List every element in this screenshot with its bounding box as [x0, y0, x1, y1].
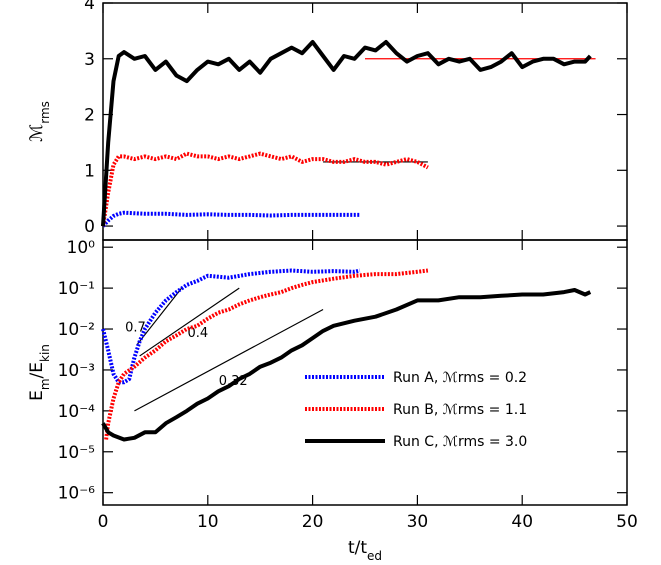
label-part: E — [27, 390, 47, 401]
label-part: t/t — [348, 538, 367, 558]
y-tick-label: 10⁰ — [67, 238, 96, 258]
y-tick-label: 10⁻⁵ — [58, 443, 95, 463]
y-tick-label: 10⁻² — [58, 320, 95, 340]
axis-label: Em/Ekin — [27, 344, 52, 401]
axis-label: t/ted — [348, 538, 382, 563]
subscript: rms — [38, 101, 52, 124]
series-line — [101, 268, 361, 385]
y-tick-label: 10⁻⁶ — [58, 484, 96, 504]
series-line — [101, 288, 592, 442]
x-tick-label: 10 — [197, 512, 219, 532]
axis-label: ℳrms — [27, 101, 52, 142]
subscript: m — [38, 378, 52, 390]
y-tick-label: 10⁻¹ — [58, 279, 95, 299]
y-tick-label: 3 — [84, 50, 95, 70]
legend-label: Run C, ℳrms = 3.0 — [393, 434, 527, 450]
x-tick-label: 0 — [98, 512, 109, 532]
y-tick-label: 1 — [84, 161, 95, 181]
x-tick-label: 20 — [302, 512, 324, 532]
y-tick-label: 0 — [84, 217, 95, 237]
plot-frame — [102, 2, 628, 241]
legend-label: Run A, ℳrms = 0.2 — [393, 370, 527, 386]
x-tick-label: 40 — [511, 512, 533, 532]
subscript: ed — [367, 549, 382, 563]
series-line — [101, 210, 360, 228]
y-tick-label: 10⁻⁴ — [58, 402, 96, 422]
plot-frame — [102, 239, 628, 506]
growth-rate-label: 0.7 — [125, 321, 146, 336]
x-tick-label: 50 — [616, 512, 638, 532]
label-part: /E — [27, 362, 47, 378]
reference-line — [139, 287, 240, 357]
legend-label: Run B, ℳrms = 1.1 — [393, 402, 527, 418]
y-tick-label: 10⁻³ — [58, 361, 95, 381]
y-tick-label: 2 — [84, 106, 95, 126]
series-line — [101, 151, 429, 227]
reference-line — [134, 308, 324, 412]
y-tick-label: 4 — [84, 0, 95, 14]
x-tick-label: 30 — [407, 512, 429, 532]
subscript: kin — [38, 344, 52, 362]
series-line — [104, 268, 429, 440]
label-part: ℳ — [27, 124, 47, 142]
growth-rate-label: 0.4 — [187, 326, 208, 341]
series-line — [101, 40, 592, 227]
